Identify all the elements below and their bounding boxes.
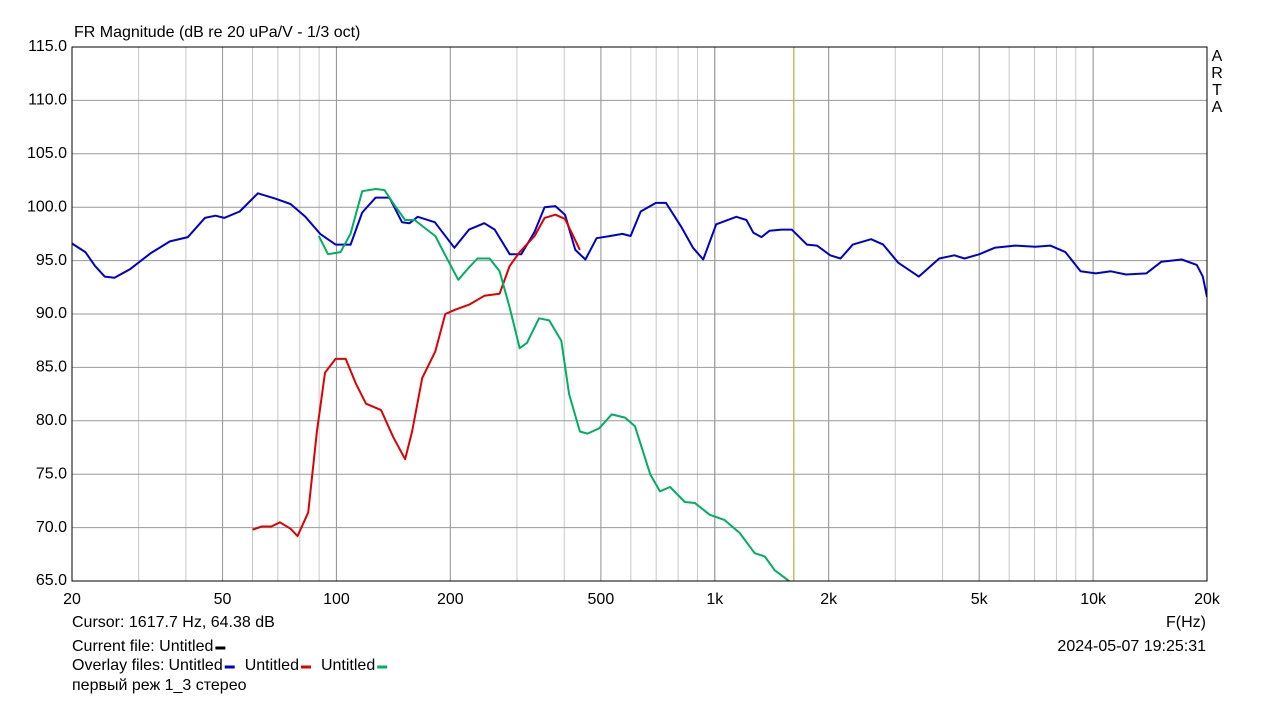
series-line (252, 213, 581, 538)
y-tick-label: 115.0 (28, 38, 67, 55)
x-tick-label: 20 (63, 591, 81, 608)
date: 2024-05-07 19:25:31 (1057, 638, 1206, 655)
current-file: Current file: Untitled (72, 638, 213, 655)
y-tick-label: 95.0 (36, 252, 67, 269)
cursor-readout: Cursor: 1617.7 Hz, 64.38 dB (72, 614, 275, 631)
y-tick-label: 90.0 (36, 305, 67, 322)
legend-entry: Untitled (168, 657, 222, 674)
x-axis-label: F(Hz) (1166, 614, 1206, 631)
series-line (317, 188, 791, 581)
note: первый реж 1_3 стерео (72, 677, 247, 694)
x-tick-label: 2k (820, 591, 838, 608)
brand-letter: T (1212, 82, 1222, 99)
series-line (72, 192, 1207, 298)
plot-frame (71, 46, 1208, 582)
x-tick-label: 10k (1080, 591, 1107, 608)
legend-entry: Untitled (321, 657, 375, 674)
x-tick-label: 200 (437, 591, 464, 608)
brand-letter: A (1212, 99, 1223, 116)
y-tick-label: 110.0 (28, 92, 67, 109)
brand-letter: A (1212, 48, 1223, 65)
x-tick-label: 500 (588, 591, 615, 608)
x-tick-label: 20k (1194, 591, 1221, 608)
y-tick-label: 105.0 (27, 145, 67, 162)
x-tick-label: 1k (706, 591, 724, 608)
y-tick-label: 85.0 (36, 359, 67, 376)
brand-letter: R (1211, 65, 1223, 82)
x-tick-label: 50 (214, 591, 232, 608)
y-tick-label: 75.0 (36, 465, 67, 482)
x-tick-label: 100 (323, 591, 350, 608)
overlay-label: Overlay files: (72, 657, 164, 674)
y-tick-label: 80.0 (36, 412, 67, 429)
legend-entry: Untitled (245, 657, 299, 674)
x-tick-label: 5k (971, 591, 989, 608)
y-tick-label: 65.0 (36, 572, 67, 589)
chart-title: FR Magnitude (dB re 20 uPa/V - 1/3 oct) (74, 24, 360, 41)
y-tick-label: 100.0 (27, 198, 67, 215)
y-tick-label: 70.0 (36, 519, 67, 536)
